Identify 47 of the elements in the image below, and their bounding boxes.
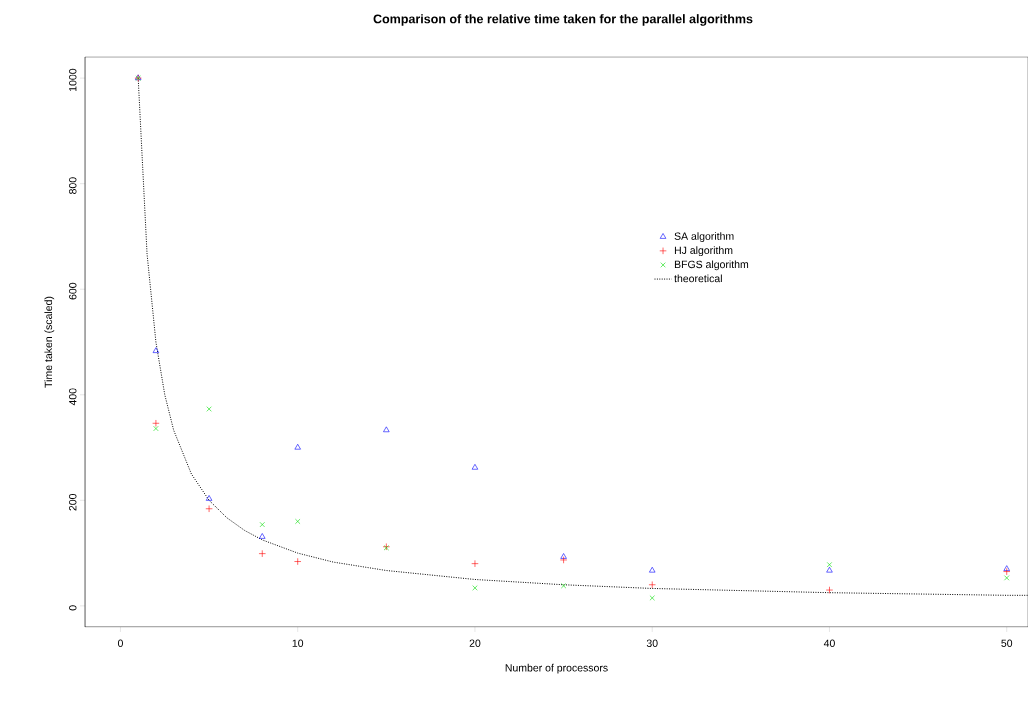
y-tick-label: 200 — [69, 493, 77, 511]
point — [294, 443, 301, 450]
point — [205, 505, 213, 513]
point — [825, 586, 834, 594]
point — [560, 556, 568, 564]
point — [258, 550, 266, 558]
y-tick-label: 800 — [69, 177, 77, 194]
point — [1003, 567, 1011, 576]
point — [826, 562, 833, 568]
point — [206, 406, 212, 412]
point — [472, 585, 478, 591]
x-tick-label: 0 — [117, 639, 123, 647]
x-axis-title: Number of processors — [505, 663, 608, 674]
point — [383, 426, 390, 433]
y-tick-label: 0 — [69, 605, 77, 611]
point — [471, 560, 479, 568]
x-tick-label: 20 — [469, 639, 481, 647]
y-axis-title: Time taken (scaled) — [44, 296, 55, 388]
point — [153, 425, 159, 432]
point — [648, 581, 656, 589]
chart-title: Comparison of the relative time taken for the parallel algorithms — [373, 14, 753, 26]
point — [649, 566, 656, 573]
x-tick-label: 40 — [823, 639, 835, 647]
point — [259, 533, 266, 539]
legend-label: theoretical — [674, 274, 722, 283]
x-tick-label: 10 — [292, 639, 304, 647]
x-tick-label: 50 — [1001, 639, 1013, 647]
point — [152, 419, 160, 427]
point — [560, 583, 567, 589]
point — [649, 595, 655, 601]
point — [1003, 565, 1010, 571]
legend-label: HJ algorithm — [674, 246, 733, 257]
y-tick-label: 1000 — [69, 68, 77, 91]
legend-label: BFGS algorithm — [674, 260, 749, 271]
x-tick-label: 30 — [646, 639, 658, 647]
point — [259, 521, 265, 528]
point — [560, 553, 567, 559]
point — [152, 347, 160, 353]
point — [1004, 575, 1010, 581]
point — [826, 566, 833, 573]
y-tick-label: 400 — [69, 388, 77, 406]
point — [471, 464, 479, 470]
point — [294, 557, 302, 566]
point — [295, 518, 301, 525]
legend-label: SA algorithm — [674, 232, 734, 242]
y-tick-label: 600 — [69, 282, 77, 300]
point — [205, 495, 213, 501]
